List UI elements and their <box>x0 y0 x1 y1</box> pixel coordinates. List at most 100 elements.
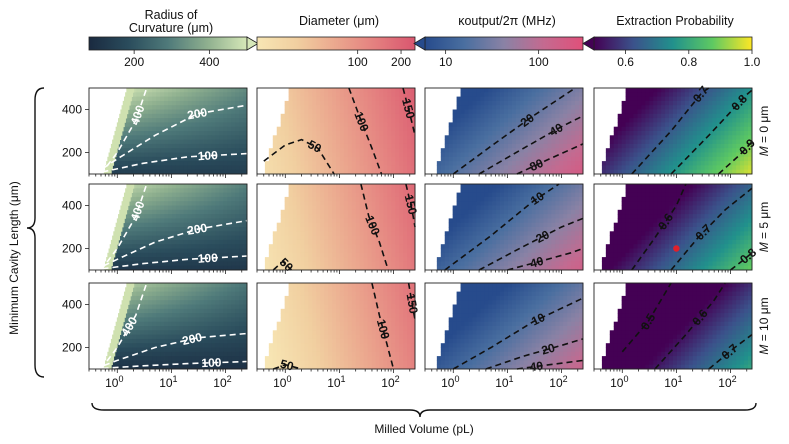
heat-cell <box>308 265 313 271</box>
heat-cell <box>308 244 313 249</box>
heat-cell <box>355 257 361 262</box>
heat-cell <box>531 105 536 110</box>
heat-cell <box>243 283 248 288</box>
heat-cell <box>171 313 177 318</box>
heat-cell <box>507 148 513 153</box>
heat-cell <box>284 317 289 323</box>
heat-cell <box>559 139 564 145</box>
heat-cell <box>535 105 540 110</box>
heat-cell <box>140 192 145 198</box>
heat-cell <box>231 351 236 357</box>
heat-cell <box>187 156 193 162</box>
heat-cell <box>320 291 325 297</box>
heat-cell <box>472 152 477 158</box>
heat-cell <box>215 109 220 115</box>
heat-cell <box>243 239 248 245</box>
heat-cell <box>395 165 400 171</box>
heat-cell <box>272 261 278 267</box>
heat-cell <box>320 156 325 162</box>
heat-cell <box>179 326 185 331</box>
panel-frame <box>88 183 248 271</box>
heat-cell <box>411 152 416 158</box>
heat-cell <box>379 261 384 267</box>
heat-cell <box>363 239 368 245</box>
heat-cell <box>239 356 244 361</box>
heat-cell <box>223 304 228 310</box>
heat-cell <box>175 201 181 206</box>
heat-cell <box>272 252 278 258</box>
heat-cell <box>336 304 341 310</box>
heat-cell <box>355 239 361 245</box>
heat-cell <box>347 321 353 327</box>
heat-cell <box>511 88 517 93</box>
heat-cell <box>168 326 173 331</box>
heat-cell <box>316 304 321 310</box>
heat-cell <box>343 334 349 340</box>
heat-cell <box>407 122 412 128</box>
heat-cell <box>387 257 392 262</box>
heat-cell <box>148 96 153 102</box>
heat-cell <box>152 244 157 249</box>
heat-cell <box>336 122 341 128</box>
heat-cell <box>215 347 220 353</box>
heat-cell <box>395 222 400 228</box>
heat-cell <box>156 165 161 171</box>
heat-cell <box>559 148 564 153</box>
heat-cell <box>148 239 153 245</box>
heat-cell <box>332 96 337 102</box>
heat-cell <box>391 100 396 106</box>
heat-cell <box>336 231 341 236</box>
heat-cell <box>355 334 361 340</box>
heat-cell <box>199 126 204 132</box>
heat-cell <box>308 165 313 171</box>
heat-cell <box>148 122 153 128</box>
heat-cell <box>148 100 153 106</box>
heat-cell <box>300 235 305 241</box>
heat-cell <box>207 231 212 236</box>
heat-cell <box>140 96 145 102</box>
heat-cell <box>183 156 189 162</box>
heat-cell <box>156 100 161 106</box>
heat-cell <box>383 184 388 189</box>
heat-cell <box>379 161 384 166</box>
heat-cell <box>367 218 372 224</box>
heat-cell <box>235 184 240 189</box>
heat-cell <box>355 227 361 232</box>
heat-cell <box>215 261 220 267</box>
heat-cell <box>300 139 305 145</box>
heat-cell <box>128 295 133 301</box>
heat-cell <box>547 148 552 153</box>
heat-cell <box>243 308 248 314</box>
heat-cell <box>168 209 173 215</box>
heat-cell <box>403 231 408 236</box>
heat-cell <box>403 356 408 361</box>
heat-cell <box>207 135 212 140</box>
heat-cell <box>280 356 286 361</box>
heat-cell <box>507 105 513 110</box>
heat-cell <box>371 308 376 314</box>
heat-cell <box>160 122 165 128</box>
heat-cell <box>391 347 396 353</box>
heat-cell <box>215 317 220 323</box>
heat-cell <box>132 156 137 162</box>
heat-cell <box>187 218 193 224</box>
contour-label: 100 <box>374 318 393 341</box>
heat-cell <box>387 192 392 198</box>
heat-cell <box>207 209 212 215</box>
heat-cell <box>120 252 125 258</box>
heat-cell <box>195 113 200 119</box>
heat-cell <box>116 338 121 344</box>
contour-label: 200 <box>186 221 208 238</box>
heat-cell <box>268 156 274 162</box>
heat-cell <box>539 113 544 119</box>
heat-cell <box>207 184 212 189</box>
heat-cell <box>347 261 353 267</box>
heat-cell <box>399 283 404 288</box>
heat-cell <box>547 100 552 106</box>
heat-cell <box>195 351 200 357</box>
heat-cell <box>300 196 305 202</box>
heat-cell <box>371 135 376 140</box>
heat-cell <box>179 360 185 366</box>
heat-cell <box>175 105 181 110</box>
heat-cell <box>156 257 161 262</box>
